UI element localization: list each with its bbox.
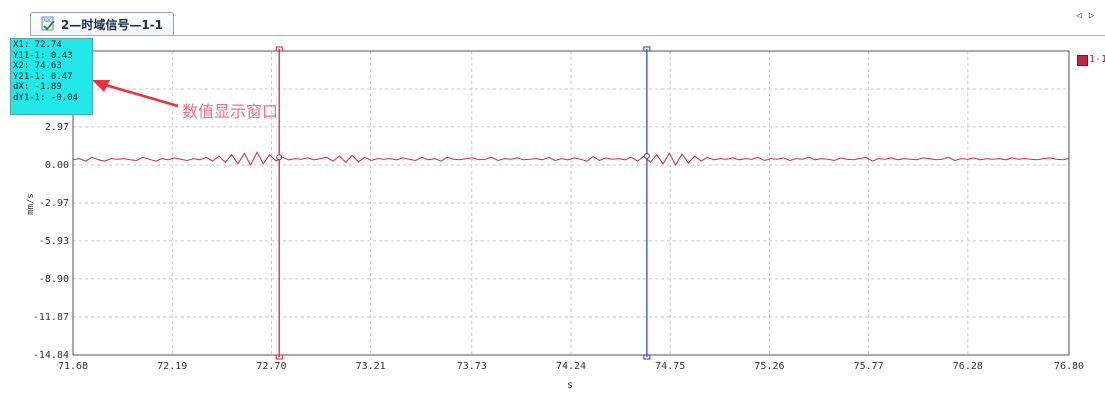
svg-text:ABC: ABC <box>44 18 52 23</box>
x-axis-label: s <box>567 380 573 391</box>
cursor-1-marker <box>276 154 283 161</box>
cursor-1-top-handle <box>275 46 283 52</box>
legend-close-icon[interactable] <box>1077 55 1088 66</box>
readout-y1: Y11-1: 0.43 <box>13 50 73 61</box>
legend-label: 1-1 <box>1089 54 1105 65</box>
tab-bar: ABC 2—时域信号—1-1 ◁ ▷ <box>0 0 1105 37</box>
cursor-2-top-handle <box>643 46 651 52</box>
x-tick-label: 76.28 <box>953 361 983 372</box>
series-line <box>72 151 1070 167</box>
x-tick-label: 75.77 <box>854 361 884 372</box>
x-tick-label: 74.75 <box>655 361 685 372</box>
y-tick-label: -2.97 <box>39 198 69 209</box>
scroll-right-icon[interactable]: ▷ <box>1089 11 1095 21</box>
y-tick-label: -5.93 <box>39 236 69 247</box>
x-tick-label: 74.24 <box>556 361 586 372</box>
x-tick-label: 72.70 <box>256 361 286 372</box>
y-tick-label: -11.87 <box>33 312 69 323</box>
document-check-icon: ABC <box>41 16 55 31</box>
y-tick-label: -14.84 <box>33 350 69 361</box>
readout-dy: dY1-1: -0.04 <box>13 92 79 103</box>
cursor-1-bottom-handle <box>275 354 283 360</box>
readout-x1: X1: 72.74 <box>13 40 62 50</box>
y-tick-label: -8.90 <box>39 274 69 285</box>
x-tick-label: 76.80 <box>1054 361 1084 372</box>
value-readout-window[interactable]: X1: 72.74 Y11-1: 0.43 X2: 74.63 Y21-1: 0… <box>10 38 93 115</box>
x-tick-label: 73.73 <box>457 361 487 372</box>
plot-border <box>72 50 1070 356</box>
readout-y2: Y21-1: 0.47 <box>13 71 73 82</box>
x-tick-label: 73.21 <box>356 361 386 372</box>
y-tick-label: 0.00 <box>45 160 69 171</box>
x-tick-label: 71.68 <box>58 361 88 372</box>
tab-bar-divider <box>30 35 1105 36</box>
cursor-2-bottom-handle <box>643 354 651 360</box>
tab-time-domain-signal[interactable]: ABC 2—时域信号—1-1 <box>30 12 174 37</box>
readout-dx: dX: -1.89 <box>13 82 62 93</box>
annotation-label: 数值显示窗口 <box>182 102 279 121</box>
x-tick-label: 75.26 <box>754 361 784 372</box>
x-tick-label: 72.19 <box>157 361 187 372</box>
cursor-2-marker <box>643 153 650 160</box>
scroll-left-icon[interactable]: ◁ <box>1076 11 1082 21</box>
annotation-arrow <box>92 80 179 108</box>
readout-x2: X2: 74.63 <box>13 61 62 72</box>
y-tick-label: 2.97 <box>45 122 69 133</box>
y-axis-label: mm/s <box>26 193 36 215</box>
tab-label: 2—时域信号—1-1 <box>61 18 164 32</box>
